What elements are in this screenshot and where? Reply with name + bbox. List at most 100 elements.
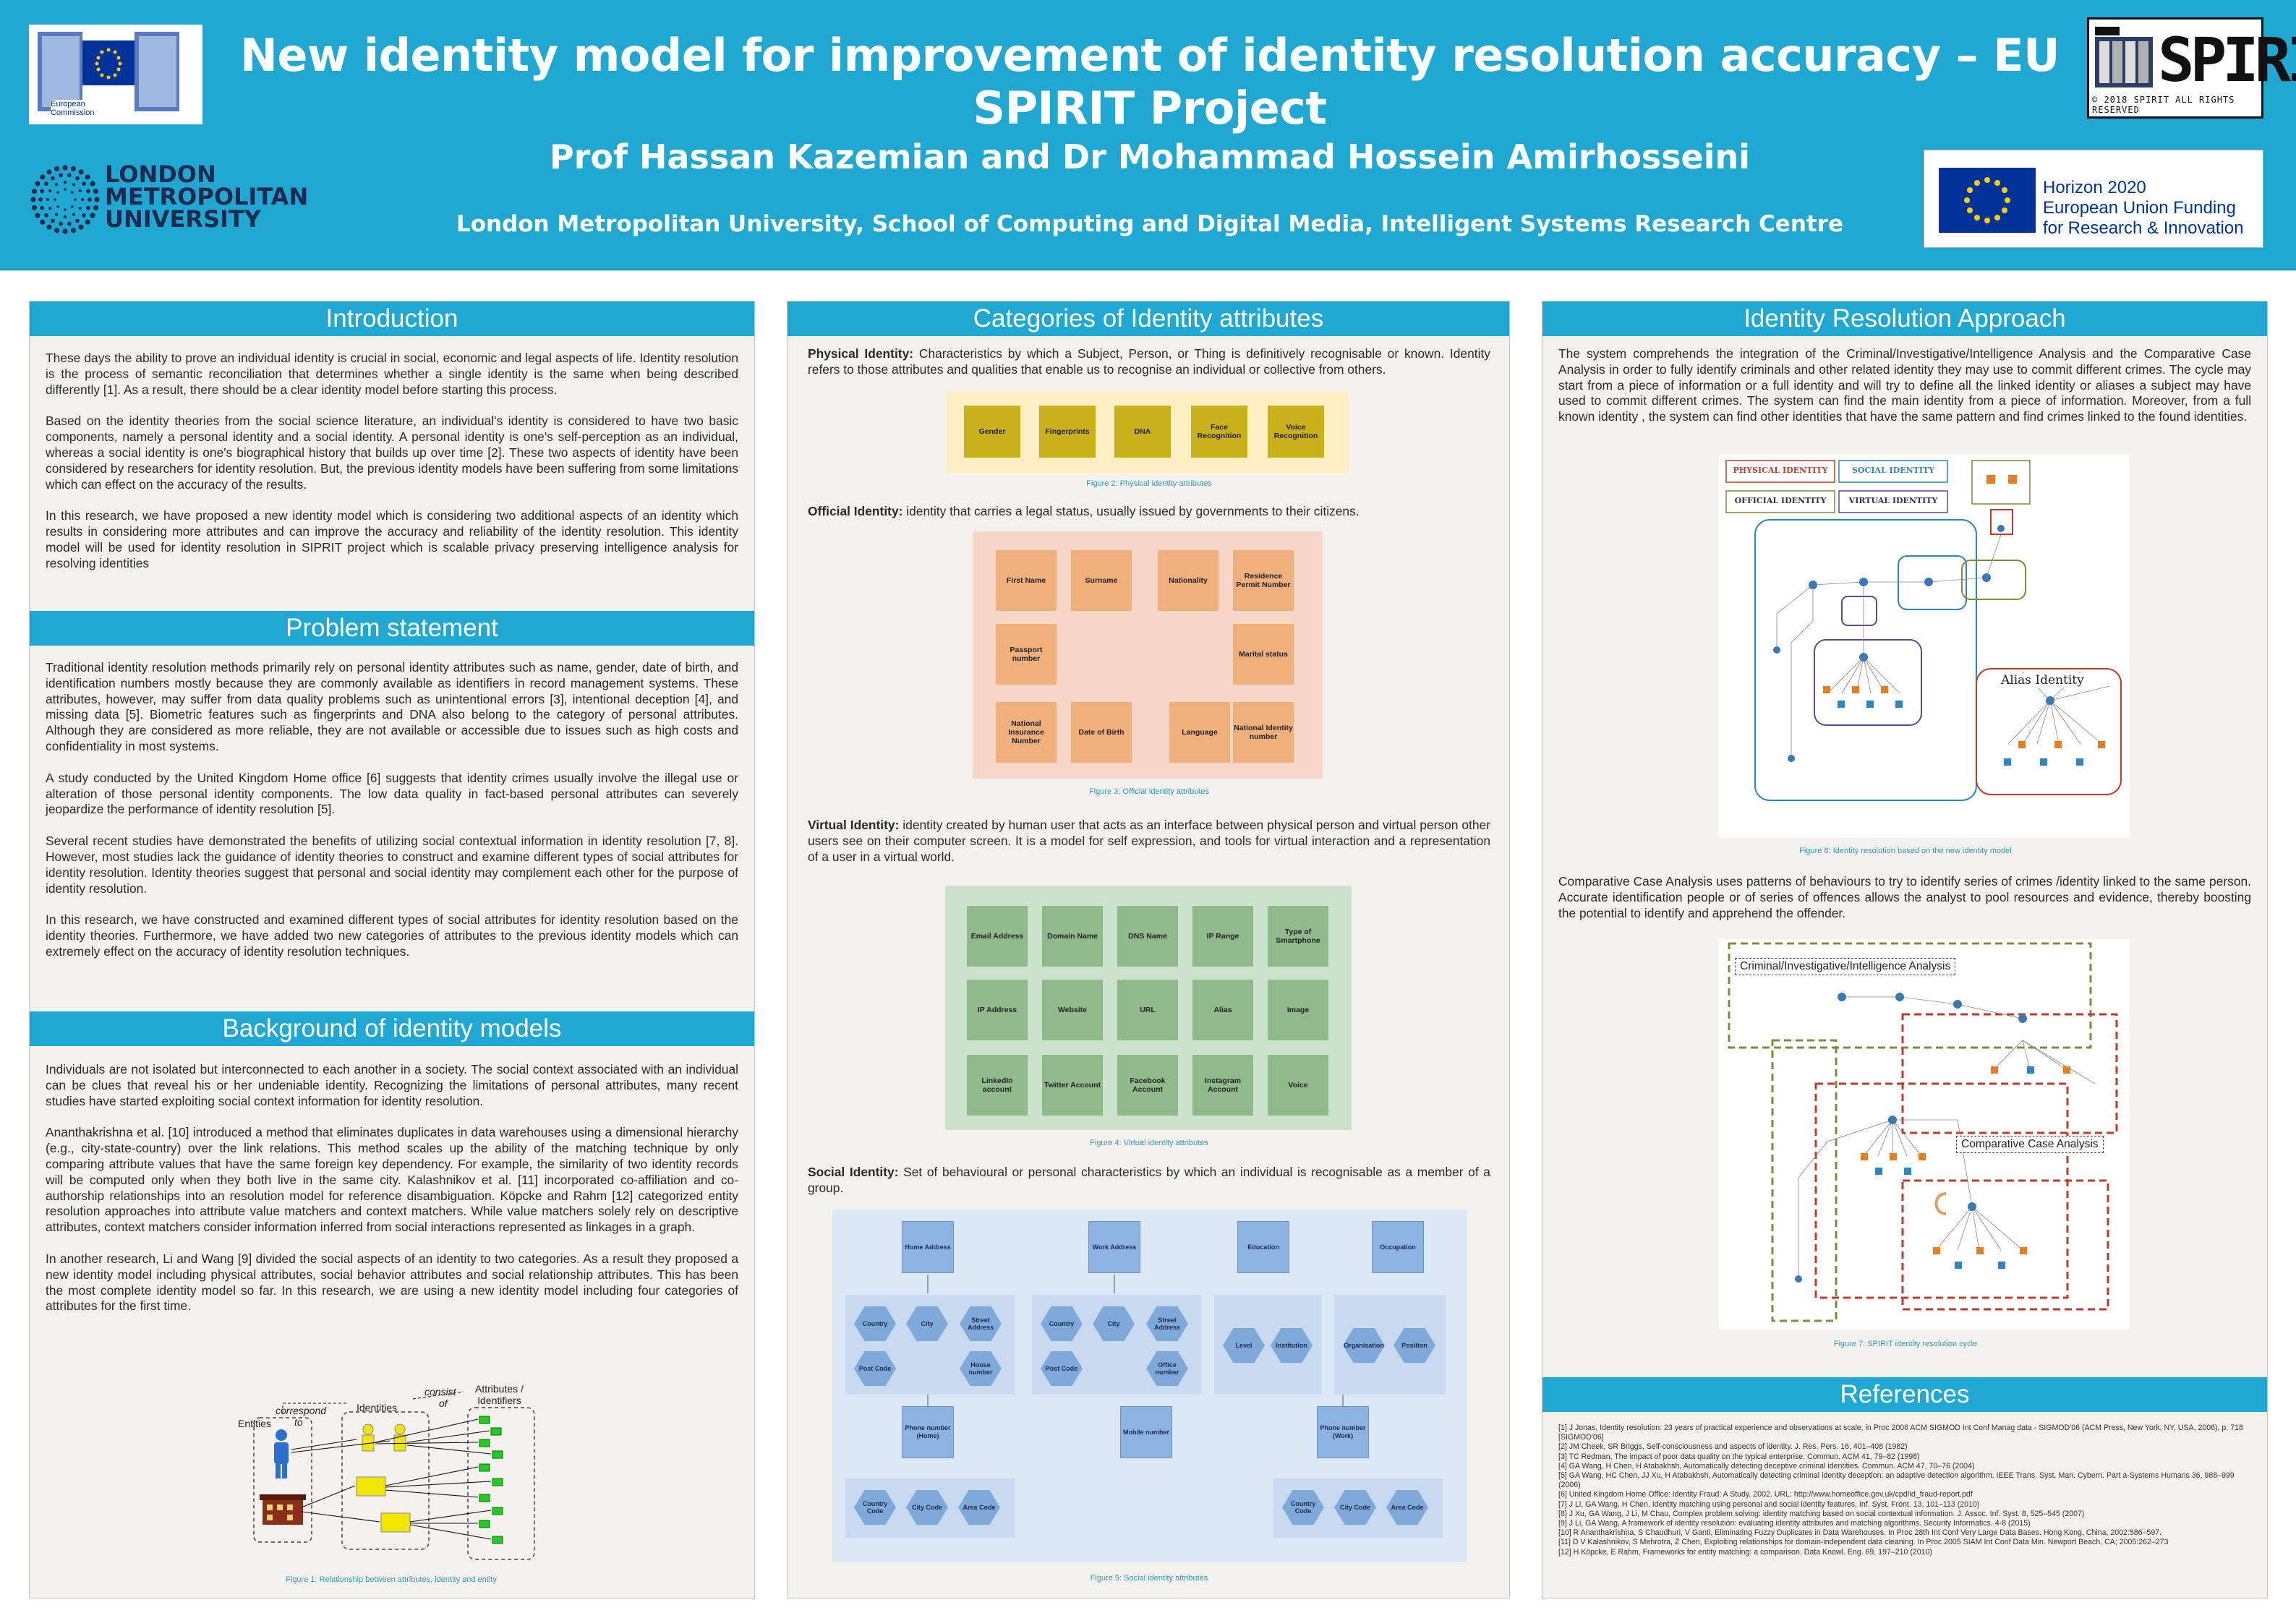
- official-attr-box: Residence Permit Number: [1233, 550, 1294, 611]
- education-group: Level Institution: [1214, 1295, 1321, 1395]
- official-attr-box: Nationality: [1158, 550, 1219, 611]
- entity-identity-diagram: [253, 1391, 535, 1560]
- phone-work-box: Phone number (Work): [1317, 1406, 1369, 1458]
- references-heading: References: [1542, 1377, 2267, 1412]
- consist-of-label: consist of: [424, 1386, 456, 1409]
- education-box: Education: [1237, 1221, 1289, 1273]
- physical-identity-figure: Gender Fingerprints DNA Face Recognition…: [947, 391, 1349, 474]
- virtual-attr-box: Twitter Account: [1042, 1055, 1103, 1116]
- social-identity-text: Social Identity: Set of behavioural or p…: [808, 1165, 1490, 1195]
- reference-item: [1] J Jonas, Identity resolution: 23 yea…: [1558, 1424, 2243, 1442]
- comparative-case-analysis-label: Comparative Case Analysis: [1956, 1136, 2104, 1153]
- physical-attr-box: DNA: [1114, 406, 1171, 458]
- lmu-logo-text: LONDON METROPOLITAN UNIVERSITY: [105, 160, 309, 233]
- identity-resolution-graph: [1725, 460, 2122, 801]
- attributes-label: Attributes / Identifiers: [475, 1383, 524, 1406]
- introduction-heading: Introduction: [30, 301, 754, 336]
- physical-identity-text: Physical Identity: Characteristics by wh…: [808, 346, 1490, 377]
- official-attr-box: Language: [1169, 702, 1230, 763]
- reference-item: [7] J Li, GA Wang, H Chen, Identity matc…: [1558, 1499, 1980, 1509]
- poster-title: New identity model for improvement of id…: [240, 29, 2060, 134]
- column-middle: Categories of Identity attributes Physic…: [787, 301, 1510, 1598]
- official-identity-label: OFFICIAL IDENTITY: [1728, 496, 1833, 505]
- physical-identity-label: PHYSICAL IDENTITY: [1728, 466, 1833, 475]
- phone-home-box: Phone number (Home): [902, 1406, 954, 1458]
- virtual-identity-label: VIRTUAL IDENTITY: [1840, 496, 1946, 505]
- problem-body: Traditional identity resolution methods …: [46, 660, 738, 959]
- reference-item: [10] R Ananthakrishna, S Chaudhuri, V Ga…: [1558, 1528, 2162, 1538]
- virtual-attr-box: Type of Smartphone: [1268, 906, 1328, 967]
- occupation-box: Occupation: [1372, 1221, 1424, 1273]
- reference-item: [9] J Li, GA Wang, A framework of identi…: [1558, 1519, 2031, 1528]
- background-body: Individuals are not isolated but interco…: [46, 1062, 738, 1314]
- european-commission-logo: European Commission: [29, 25, 202, 124]
- virtual-attr-box: LinkedIn account: [967, 1055, 1028, 1116]
- spirit-logo: SPIRIT © 2018 SPIRIT ALL RIGHTS RESERVED: [2087, 17, 2296, 119]
- virtual-attr-box: Domain Name: [1042, 906, 1103, 967]
- virtual-attr-box: Facebook Account: [1117, 1055, 1178, 1116]
- phone-home-group: Country Code City Code Area Code: [845, 1478, 1015, 1538]
- poster-authors: Prof Hassan Kazemian and Dr Mohammad Hos…: [549, 137, 1751, 176]
- horizon-2020-text: Horizon 2020 European Union Funding for …: [2043, 178, 2244, 238]
- spirit-emblem-icon: [2095, 27, 2153, 87]
- column-left: Introduction These days the ability to p…: [29, 301, 755, 1598]
- virtual-attr-box: IP Range: [1192, 906, 1253, 967]
- figure-1-diagram: correspond to Entities Identities consist…: [238, 1370, 579, 1565]
- virtual-attr-box: Email Address: [967, 906, 1028, 967]
- virtual-identity-text: Virtual Identity: identity created by hu…: [808, 818, 1491, 864]
- social-connectors: [927, 1275, 1344, 1406]
- home-address-group: Country City Street Address Post Code Ho…: [845, 1295, 1015, 1395]
- reference-item: [11] D V Kalashnikov, S Mehrotra, Z Chen…: [1558, 1538, 2169, 1547]
- person-icon: [274, 1429, 289, 1478]
- reference-item: [6] United Kingdom Home Office: Identity…: [1558, 1490, 1973, 1499]
- virtual-attr-box: Alias: [1192, 980, 1253, 1040]
- categories-heading: Categories of Identity attributes: [788, 301, 1509, 336]
- virtual-attr-box: Image: [1268, 980, 1328, 1040]
- spirit-logo-text: SPIRIT: [2158, 25, 2296, 95]
- reference-item: [2] JM Cheek, SR Briggs, Self-consciousn…: [1558, 1442, 1908, 1452]
- spirit-cycle-graph: [1728, 942, 2118, 1322]
- figure-3-caption: Figure 3: Official identity attributes: [1088, 787, 1210, 796]
- work-address-box: Work Address: [1088, 1221, 1140, 1273]
- approach-heading: Identity Resolution Approach: [1542, 301, 2267, 336]
- virtual-attr-box: URL: [1117, 980, 1178, 1040]
- eu-flag-icon: [1939, 168, 2036, 233]
- problem-heading: Problem statement: [30, 611, 754, 646]
- physical-attr-box: Face Recognition: [1191, 406, 1247, 458]
- entities-label: Entities: [238, 1418, 271, 1429]
- official-attr-box: National Insurance Number: [996, 702, 1057, 763]
- official-identity-figure: First Name Surname Nationality Residence…: [973, 531, 1323, 779]
- reference-item: [4] GA Wang, H Chen, H Atabakhsh, Automa…: [1558, 1461, 1975, 1471]
- phone-work-group: Country Code City Code Area Code: [1273, 1478, 1443, 1538]
- official-identity-text: Official Identity: identity that carries…: [808, 504, 1360, 518]
- figure-6-caption: Figure 6: Identity resolution based on t…: [1799, 847, 2012, 855]
- virtual-attr-box: IP Address: [967, 980, 1028, 1040]
- official-attr-box: Date of Birth: [1071, 702, 1132, 763]
- virtual-attr-box: Voice: [1268, 1055, 1328, 1116]
- figure-4-caption: Figure 4: Virtual identity attributes: [1090, 1139, 1208, 1147]
- reference-item: [12] H Köpcke, E Rahm, Frameworks for en…: [1558, 1547, 1932, 1557]
- physical-attr-box: Gender: [964, 406, 1020, 458]
- official-attr-box: Surname: [1071, 550, 1132, 611]
- horizon-2020-logo: Horizon 2020 European Union Funding for …: [1924, 150, 2263, 248]
- background-heading: Background of identity models: [30, 1011, 754, 1046]
- official-attr-box: Passport number: [996, 624, 1057, 685]
- occupation-group: Organisation Position: [1334, 1295, 1446, 1395]
- approach-body-1: The system comprehends the integration o…: [1558, 346, 2251, 424]
- introduction-body: These days the ability to prove an indiv…: [46, 351, 738, 570]
- physical-attr-box: Voice Recognition: [1268, 406, 1324, 458]
- criminal-analysis-label: Criminal/Investigative/Intelligence Anal…: [1735, 958, 1956, 975]
- poster-affiliation: London Metropolitan University, School o…: [456, 211, 1844, 237]
- official-attr-box: National Identity number: [1233, 702, 1294, 763]
- virtual-attr-box: Instagram Account: [1192, 1055, 1253, 1116]
- figure-7-caption: Figure 7: SPIRIT identity resolution cyc…: [1833, 1340, 1978, 1348]
- official-attr-box: First Name: [996, 550, 1057, 611]
- figure-7-diagram: Criminal/Investigative/Intelligence Anal…: [1719, 939, 2130, 1330]
- figure-1-caption: Figure 1: Relationship between attribute…: [286, 1575, 497, 1584]
- home-address-box: Home Address: [902, 1221, 954, 1273]
- figure-6-diagram: PHYSICAL IDENTITY SOCIAL IDENTITY OFFICI…: [1719, 455, 2130, 838]
- figure-2-caption: Figure 2: Physical identity attributes: [1086, 479, 1212, 488]
- reference-item: [5] GA Wang, HC Chen, JJ Xu, H Atabakhsh…: [1558, 1471, 2235, 1490]
- column-right: Identity Resolution Approach The system …: [1542, 301, 2268, 1598]
- identities-label: Identities: [357, 1402, 398, 1413]
